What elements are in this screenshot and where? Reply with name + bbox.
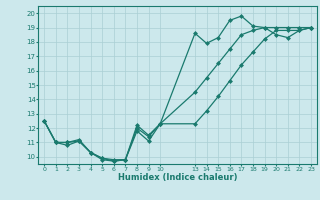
X-axis label: Humidex (Indice chaleur): Humidex (Indice chaleur) bbox=[118, 173, 237, 182]
